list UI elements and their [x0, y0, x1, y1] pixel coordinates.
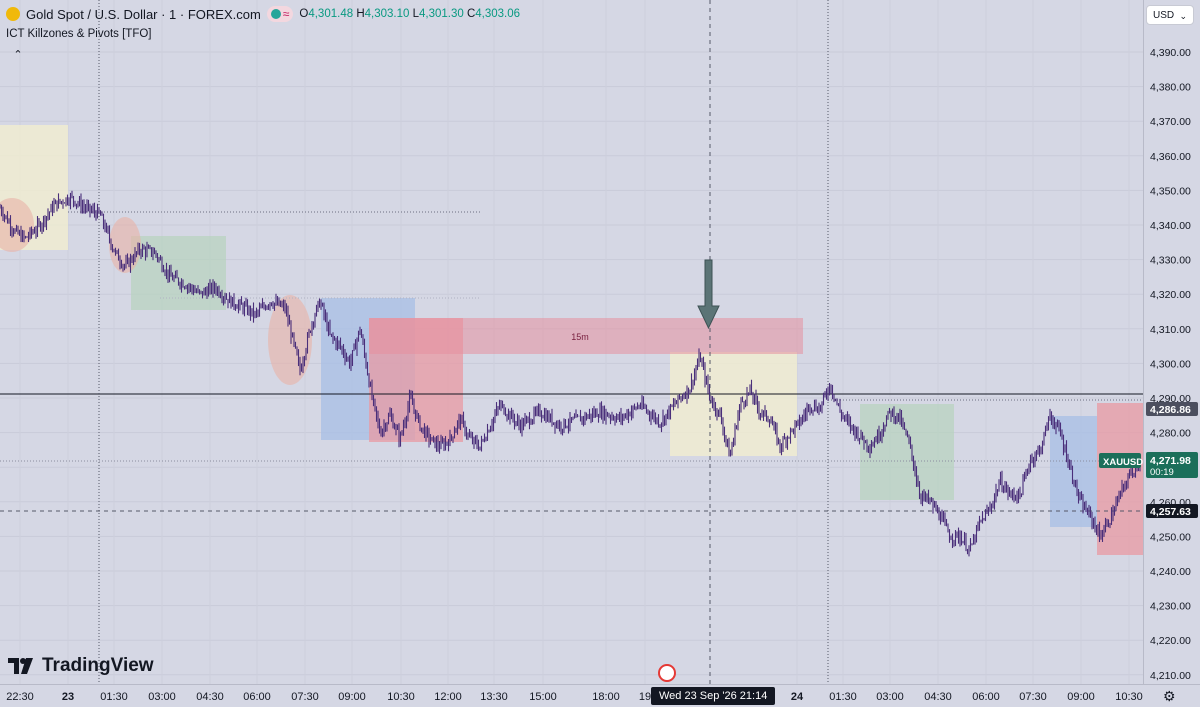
symbol-legend: Gold Spot / U.S. Dollar · 1 · FOREX.com … [6, 6, 520, 22]
y-tick-label: 4,240.00 [1150, 566, 1191, 578]
y-tick-label: 4,280.00 [1150, 428, 1191, 440]
x-tick-label: 24 [791, 691, 804, 703]
close-value: 4,303.06 [475, 8, 521, 20]
close-label: C [466, 8, 476, 20]
symbol-badge-bg [1099, 453, 1141, 468]
chart-plot-area[interactable]: 15m XAUUSD [0, 0, 1143, 684]
y-tick-label: 4,300.00 [1150, 358, 1191, 370]
gear-icon[interactable]: ⚙ [1163, 688, 1176, 704]
tradingview-logo[interactable]: TradingView [8, 655, 154, 677]
x-tick-label: 15:00 [529, 691, 557, 703]
indicator-legend[interactable]: ICT Killzones & Pivots [TFO] [6, 28, 152, 40]
time-axis[interactable]: 22:30 23 01:30 03:00 04:30 06:00 07:30 09:00 10:… [0, 684, 1200, 707]
symbol-title[interactable]: Gold Spot / U.S. Dollar · 1 · FOREX.com [26, 6, 261, 22]
delayed-icon: ≈ [282, 7, 290, 21]
y-tick-label: 4,320.00 [1150, 289, 1191, 301]
chevron-down-icon: ⌄ [1179, 11, 1187, 21]
x-tick-label: 07:30 [291, 691, 319, 703]
low-label: L [412, 8, 419, 20]
last-price-label: 4,271.98 [1150, 455, 1191, 467]
last-price-label-bg [1146, 452, 1198, 478]
y-tick-label: 4,310.00 [1150, 324, 1191, 336]
y-tick-label: 4,360.00 [1150, 151, 1191, 163]
x-tick-label: 18:00 [592, 691, 620, 703]
high-label: H [356, 8, 365, 20]
y-tick-label: 4,330.00 [1150, 255, 1191, 267]
x-tick-label: 19 [639, 691, 651, 703]
high-value: 4,303.10 [364, 8, 410, 20]
low-value: 4,301.30 [419, 8, 464, 20]
market-open-icon [270, 9, 281, 19]
x-tick-label: 04:30 [196, 691, 224, 703]
y-tick-label: 4,370.00 [1150, 116, 1191, 128]
crosshair-date-label: Wed 23 Sep '26 21:14 [651, 687, 776, 705]
x-tick-label: 22:30 [6, 691, 34, 703]
fvg-label: 15m [571, 332, 589, 342]
price-axis-svg: 4,390.00 4,380.00 4,370.00 4,360.00 4,350.00… [1146, 47, 1198, 682]
x-tick-label: 06:00 [972, 691, 1000, 703]
x-tick-label: 07:30 [1019, 691, 1047, 703]
x-tick-label: 09:00 [338, 691, 366, 703]
london-killzone-box [860, 404, 954, 500]
y-tick-label: 4,380.00 [1150, 82, 1191, 94]
x-tick-label: 09:00 [1067, 691, 1095, 703]
high-price-label: 4,286.86 [1150, 404, 1191, 416]
price-axis[interactable]: 4,390.00 4,380.00 4,370.00 4,360.00 4,350.00… [1143, 0, 1200, 684]
ohlc-values: O4,301.48 H4,303.10 L4,301.30 C4,303.06 [299, 8, 520, 20]
x-tick-label: 01:30 [829, 691, 857, 703]
y-tick-label: 4,250.00 [1150, 531, 1191, 543]
fvg-zone [369, 318, 803, 354]
y-tick-label: 4,340.00 [1150, 220, 1191, 232]
collapse-legend-icon[interactable]: ⌃ [13, 49, 23, 61]
open-value: 4,301.48 [308, 8, 354, 20]
x-tick-label: 04:30 [924, 691, 952, 703]
currency-select[interactable]: USD ⌄ [1146, 5, 1194, 25]
y-tick-label: 4,230.00 [1150, 601, 1191, 613]
y-tick-label: 4,350.00 [1150, 185, 1191, 197]
price-chart[interactable]: 15m XAUUSD [0, 0, 1143, 684]
y-tick-label: 4,210.00 [1150, 670, 1191, 682]
open-label: O [299, 8, 309, 20]
x-tick-label: 06:00 [243, 691, 271, 703]
x-tick-label: 10:30 [387, 691, 415, 703]
status-pill[interactable]: ≈ [266, 6, 294, 22]
symbol-badge: XAUUSD [1103, 457, 1143, 468]
highlight-ellipse [268, 295, 312, 385]
crosshair-price-label: 4,257.63 [1150, 506, 1191, 518]
time-axis-svg: 22:30 23 01:30 03:00 04:30 06:00 07:30 09:00 10:… [6, 691, 1143, 703]
x-tick-label: 03:00 [876, 691, 904, 703]
gold-symbol-icon [6, 7, 20, 21]
countdown-label: 00:19 [1150, 467, 1174, 478]
crosshair-price-label-bg [1146, 504, 1198, 518]
x-tick-label: 23 [62, 691, 74, 703]
logo-text: TradingView [42, 655, 154, 676]
y-tick-label: 4,390.00 [1150, 47, 1191, 59]
us-flag-event-icon[interactable] [658, 664, 676, 682]
high-price-label-bg [1146, 402, 1198, 416]
x-tick-label: 10:30 [1115, 691, 1143, 703]
tv-logo-icon [8, 658, 33, 674]
x-tick-label: 13:30 [480, 691, 508, 703]
y-tick-label: 4,220.00 [1150, 635, 1191, 647]
ny-lunch-killzone-box [1097, 403, 1143, 555]
x-tick-label: 01:30 [100, 691, 128, 703]
down-arrow-icon [697, 259, 720, 330]
x-tick-label: 12:00 [434, 691, 462, 703]
currency-value: USD [1153, 10, 1175, 21]
x-tick-label: 03:00 [148, 691, 176, 703]
